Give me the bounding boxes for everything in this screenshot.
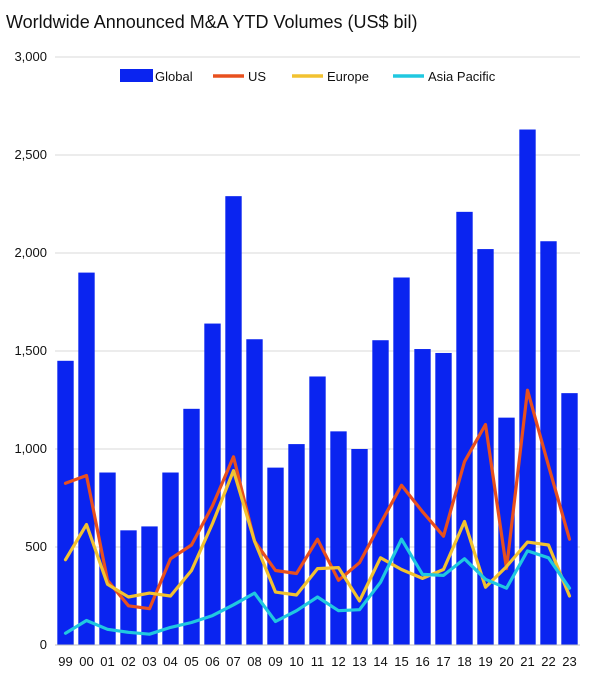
chart-title: Worldwide Announced M&A YTD Volumes (US$… xyxy=(6,12,418,32)
x-tick-label: 04 xyxy=(163,654,177,669)
y-tick-label: 2,500 xyxy=(14,147,47,162)
legend-label-us: US xyxy=(248,69,266,84)
bar-global xyxy=(351,449,368,645)
x-tick-label: 00 xyxy=(79,654,93,669)
y-tick-label: 0 xyxy=(40,637,47,652)
x-tick-label: 10 xyxy=(289,654,303,669)
bar-global xyxy=(309,376,326,645)
bar-global xyxy=(246,339,263,645)
x-tick-label: 03 xyxy=(142,654,156,669)
y-tick-label: 3,000 xyxy=(14,49,47,64)
bar-global xyxy=(477,249,494,645)
y-tick-label: 1,000 xyxy=(14,441,47,456)
x-tick-label: 21 xyxy=(520,654,534,669)
bar-global xyxy=(393,277,410,645)
bar-global xyxy=(183,408,200,645)
legend-label-global: Global xyxy=(155,69,193,84)
bar-global xyxy=(225,196,242,645)
y-tick-label: 2,000 xyxy=(14,245,47,260)
x-tick-label: 23 xyxy=(562,654,576,669)
series-line-europe xyxy=(63,469,572,603)
x-tick-label: 18 xyxy=(457,654,471,669)
bar-global xyxy=(519,129,536,645)
x-tick-label: 22 xyxy=(541,654,555,669)
y-tick-label: 500 xyxy=(25,539,47,554)
bar-global xyxy=(120,530,137,645)
bar-global xyxy=(57,360,74,645)
x-tick-label: 17 xyxy=(436,654,450,669)
bar-global xyxy=(141,526,158,645)
legend-label-asia-pacific: Asia Pacific xyxy=(428,69,496,84)
bar-global xyxy=(435,352,452,645)
bar-global xyxy=(414,349,431,645)
bar-global xyxy=(372,340,389,645)
x-tick-label: 13 xyxy=(352,654,366,669)
x-tick-label: 07 xyxy=(226,654,240,669)
legend-label-europe: Europe xyxy=(327,69,369,84)
bar-global xyxy=(99,472,116,645)
x-tick-label: 08 xyxy=(247,654,261,669)
x-tick-label: 09 xyxy=(268,654,282,669)
bar-global xyxy=(456,211,473,645)
x-tick-label: 06 xyxy=(205,654,219,669)
series-line-us xyxy=(63,388,572,611)
bar-global xyxy=(330,431,347,645)
bar-global xyxy=(204,323,221,645)
x-tick-label: 20 xyxy=(499,654,513,669)
legend-swatch-global xyxy=(120,69,153,82)
x-tick-label: 11 xyxy=(311,654,325,669)
y-tick-label: 1,500 xyxy=(14,343,47,358)
x-tick-label: 19 xyxy=(478,654,492,669)
x-tick-label: 05 xyxy=(184,654,198,669)
series-line-asia-pacific xyxy=(63,537,572,636)
bar-global xyxy=(267,467,284,645)
x-tick-label: 15 xyxy=(394,654,408,669)
x-tick-label: 99 xyxy=(58,654,72,669)
x-tick-label: 02 xyxy=(121,654,135,669)
x-tick-label: 01 xyxy=(100,654,114,669)
bar-global xyxy=(78,272,95,645)
x-tick-label: 12 xyxy=(331,654,345,669)
x-tick-label: 16 xyxy=(415,654,429,669)
x-tick-label: 14 xyxy=(373,654,387,669)
